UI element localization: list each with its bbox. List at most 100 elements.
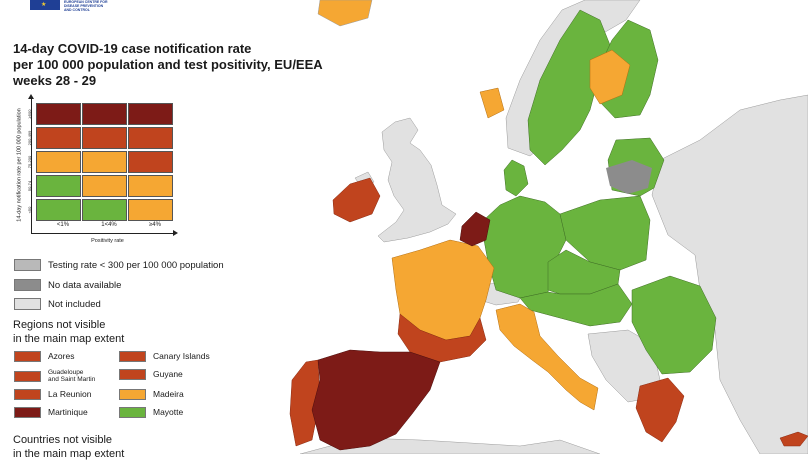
color-matrix-legend xyxy=(36,102,175,222)
logo-line: DISEASE PREVENTION xyxy=(64,4,104,8)
title-line: weeks 28 - 29 xyxy=(13,73,97,88)
region-azores: Azores xyxy=(14,351,74,362)
poland xyxy=(559,195,651,271)
x-tick: ≥4% xyxy=(149,222,161,228)
matrix-cell xyxy=(128,199,173,221)
matrix-cell xyxy=(82,127,127,149)
legend-swatch xyxy=(14,259,41,271)
uk-great-britain xyxy=(377,117,457,243)
iceland xyxy=(317,0,373,27)
region-la-reunion: La Reunion xyxy=(14,389,91,400)
region-label: Guadeloupe and Saint Martin xyxy=(48,369,96,383)
matrix-cell xyxy=(82,175,127,197)
map-title: 14-day COVID-19 case notification rate p… xyxy=(13,41,323,89)
heading-line: in the main map extent xyxy=(13,448,125,460)
region-label: Martinique xyxy=(48,407,88,417)
orange-regions xyxy=(391,49,631,411)
title-line: per 100 000 population and test positivi… xyxy=(13,57,323,72)
matrix-row xyxy=(36,126,175,150)
ireland xyxy=(332,177,381,223)
region-swatch xyxy=(14,370,41,382)
region-label: Madeira xyxy=(153,389,184,399)
region-swatch xyxy=(14,407,41,418)
matrix-cell xyxy=(36,199,81,221)
heading-line: in the main map extent xyxy=(13,333,125,345)
dark-red-regions xyxy=(311,211,491,451)
region-swatch xyxy=(119,407,146,418)
y-tick: 75-200 xyxy=(27,155,32,169)
matrix-cell xyxy=(128,151,173,173)
countries-heading: Countries not visible in the main map ex… xyxy=(13,433,124,461)
matrix-cell xyxy=(128,103,173,125)
matrix-row xyxy=(36,150,175,174)
heading-line: Regions not visible xyxy=(13,319,106,331)
matrix-x-ticks: <1% 1<4% ≥4% xyxy=(40,222,180,228)
matrix-x-axis xyxy=(31,230,178,236)
matrix-cell xyxy=(82,103,127,125)
region-madeira: Madeira xyxy=(119,389,184,400)
matrix-row xyxy=(36,102,175,126)
matrix-cell xyxy=(36,103,81,125)
matrix-cell xyxy=(36,127,81,149)
green-regions xyxy=(483,9,717,375)
spain xyxy=(311,349,441,451)
italy xyxy=(495,303,599,411)
romania-bulgaria xyxy=(631,275,717,375)
region-guadeloupe: Guadeloupe and Saint Martin xyxy=(14,369,95,383)
matrix-y-axis xyxy=(28,94,34,233)
matrix-cell xyxy=(82,199,127,221)
netherlands xyxy=(459,211,491,247)
matrix-cell xyxy=(36,175,81,197)
greece xyxy=(635,377,685,443)
heading-line: Countries not visible xyxy=(13,434,113,446)
region-swatch xyxy=(14,389,41,400)
x-tick: <1% xyxy=(56,222,70,228)
matrix-x-axis-label: Positivity rate xyxy=(91,238,124,244)
regions-heading: Regions not visible in the main map exte… xyxy=(13,318,124,346)
ecdc-logo: ★ EUROPEAN CENTRE FOR DISEASE PREVENTION… xyxy=(30,0,124,12)
y-tick: 200-499 xyxy=(27,130,32,146)
region-swatch xyxy=(119,351,146,362)
matrix-cell xyxy=(128,127,173,149)
region-label: La Reunion xyxy=(48,389,92,399)
legend-label: Testing rate < 300 per 100 000 populatio… xyxy=(48,259,224,271)
region-martinique: Martinique xyxy=(14,407,88,418)
y-tick: <50 xyxy=(27,206,32,214)
region-mayotte: Mayotte xyxy=(119,407,183,418)
region-label: Azores xyxy=(48,351,75,361)
matrix-y-axis-label: 14-day notification rate per 100 000 pop… xyxy=(16,108,23,222)
cyprus xyxy=(779,431,808,447)
matrix-row xyxy=(36,174,175,198)
legend-label: Not included xyxy=(48,298,101,310)
logo-text: EUROPEAN CENTRE FOR DISEASE PREVENTION A… xyxy=(64,0,124,12)
region-label: Canary Islands xyxy=(153,351,210,361)
matrix-cell xyxy=(36,151,81,173)
matrix-y-ticks: ≥500 200-499 75-200 50-74 <50 xyxy=(27,102,35,222)
region-swatch xyxy=(14,351,41,362)
matrix-cell xyxy=(82,151,127,173)
y-tick: 50-74 xyxy=(27,180,32,192)
south-france xyxy=(397,313,487,363)
legend-testing-low: Testing rate < 300 per 100 000 populatio… xyxy=(14,259,224,271)
legend-no-data: No data available xyxy=(14,279,121,291)
region-canary-islands: Canary Islands xyxy=(119,351,210,362)
region-label: Guyane xyxy=(153,369,183,379)
region-label: Mayotte xyxy=(153,407,184,417)
eu-flag-icon: ★ xyxy=(30,0,60,10)
eastern-europe xyxy=(651,94,808,454)
x-tick: 1<4% xyxy=(101,222,117,228)
region-swatch xyxy=(119,369,146,380)
legend-label: No data available xyxy=(48,279,122,291)
legend-swatch xyxy=(14,279,41,291)
matrix-cell xyxy=(128,175,173,197)
logo-line: AND CONTROL xyxy=(64,8,90,12)
title-line: 14-day COVID-19 case notification rate xyxy=(13,41,252,56)
finland-patch xyxy=(479,87,505,119)
lithuania-no-data xyxy=(606,160,652,194)
logo-line: EUROPEAN CENTRE FOR xyxy=(64,0,108,4)
matrix-row xyxy=(36,198,175,222)
legend-not-included: Not included xyxy=(14,298,101,310)
region-guyane: Guyane xyxy=(119,369,183,380)
sweden-south xyxy=(589,49,631,105)
denmark xyxy=(503,159,529,197)
